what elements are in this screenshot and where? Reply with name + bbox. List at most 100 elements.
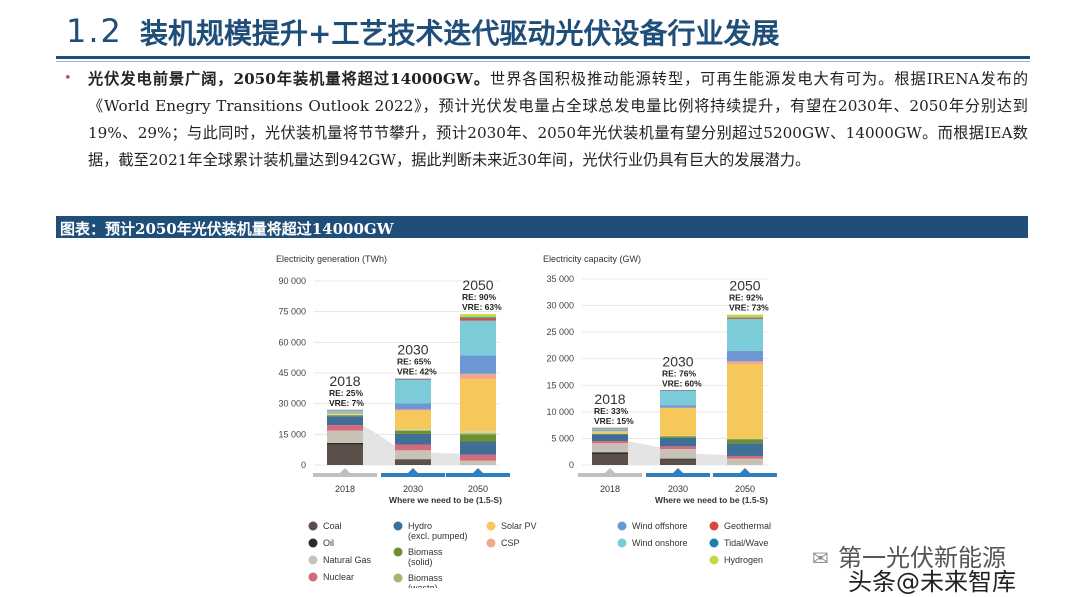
bar-segment — [727, 314, 763, 318]
chart-title: Electricity capacity (GW) — [543, 254, 641, 264]
y-tick-label: 75 000 — [278, 307, 306, 317]
bar-segment — [660, 405, 696, 408]
x-axis-label: Where we need to be (1.5-S) — [655, 495, 768, 505]
x-axis-label: Where we need to be (1.5-S) — [389, 495, 502, 505]
bar-segment — [727, 364, 763, 439]
bar-segment — [395, 403, 431, 410]
bar-segment — [460, 434, 496, 442]
bar-segment — [727, 318, 763, 351]
bar-segment — [327, 410, 363, 413]
bar-segment — [395, 379, 431, 404]
legend-swatch — [308, 538, 318, 548]
bar-segment — [327, 425, 363, 431]
bar-segment — [660, 458, 696, 460]
section-number: 1.2 — [66, 12, 123, 50]
y-tick-label: 45 000 — [278, 368, 306, 378]
legend-label: Hydro — [408, 521, 432, 531]
bar-segment — [727, 317, 763, 318]
bar-segment — [727, 439, 763, 444]
bar-segment — [327, 442, 363, 445]
bar-re-label: RE: 90% — [462, 292, 496, 302]
bar-segment — [395, 378, 431, 380]
body-paragraph: 光伏发电前景广阔，2050年装机量将超过14000GW。世界各国积极推动能源转型… — [88, 66, 1028, 174]
bar-segment — [460, 378, 496, 432]
bar-segment — [592, 430, 628, 432]
x-tick-label: 2050 — [468, 484, 488, 494]
legend-label: CSP — [501, 538, 520, 548]
legend-swatch — [393, 547, 403, 557]
y-tick-label: 0 — [301, 460, 306, 470]
bar-year-label: 2018 — [594, 391, 625, 407]
legend-swatch — [393, 521, 403, 531]
bar-vre-label: VRE: 63% — [462, 302, 502, 312]
bar-re-label: RE: 25% — [329, 388, 363, 398]
x-axis-band — [713, 473, 777, 477]
bar-segment — [660, 449, 696, 459]
paragraph-lead: 光伏发电前景广阔，2050年装机量将超过14000GW。 — [88, 70, 491, 88]
legend-swatch — [308, 572, 318, 582]
bar-segment — [395, 429, 431, 431]
bar-segment — [727, 438, 763, 439]
legend-label: Biomass — [408, 573, 443, 583]
legend-swatch — [308, 521, 318, 531]
chart-title: Electricity generation (TWh) — [276, 254, 387, 264]
figure-caption-bar: 图表：预计2050年光伏装机量将超过14000GW — [56, 216, 1028, 238]
bar-segment — [395, 410, 431, 430]
bar-segment — [395, 433, 431, 445]
legend-label: Hydrogen — [724, 555, 763, 565]
bar-segment — [395, 409, 431, 411]
bar-vre-label: VRE: 15% — [594, 416, 634, 426]
bar-segment — [592, 430, 628, 434]
x-axis-band — [646, 473, 710, 477]
bar-segment — [327, 414, 363, 416]
bar-segment — [660, 408, 696, 436]
bar-segment — [460, 314, 496, 318]
y-tick-label: 15 000 — [278, 429, 306, 439]
bar-segment — [592, 427, 628, 431]
legend-label: Wind onshore — [632, 538, 688, 548]
legend-label: Biomass — [408, 547, 443, 557]
bar-segment — [592, 454, 628, 465]
bar-segment — [660, 437, 696, 447]
x-tick-label: 2050 — [735, 484, 755, 494]
bar-segment — [327, 430, 363, 443]
wechat-icon: ✉ — [812, 546, 829, 570]
bar-segment — [460, 431, 496, 434]
legend-swatch — [308, 555, 318, 565]
bar-segment — [460, 317, 496, 319]
bar-year-label: 2050 — [729, 278, 760, 294]
bar-segment — [727, 458, 763, 465]
bar-segment — [460, 318, 496, 321]
legend-label: Natural Gas — [323, 555, 372, 565]
bar-year-label: 2030 — [397, 342, 428, 358]
legend-label: Nuclear — [323, 572, 354, 582]
bar-segment — [592, 433, 628, 434]
bar-segment — [592, 443, 628, 453]
legend-label: Solar PV — [501, 521, 537, 531]
bar-segment — [660, 436, 696, 437]
y-tick-label: 60 000 — [278, 337, 306, 347]
y-tick-label: 15 000 — [546, 380, 574, 390]
legend-swatch — [617, 538, 627, 548]
bar-segment — [395, 430, 431, 434]
section-title: 装机规模提升+工艺技术迭代驱动光伏设备行业发展 — [140, 17, 780, 50]
bar-vre-label: VRE: 73% — [729, 303, 769, 313]
paragraph-body: 世界各国积极推动能源转型，可再生能源发电大有可为。根据IRENA发布的《Worl… — [88, 70, 1029, 169]
bar-segment — [727, 350, 763, 362]
x-axis-marker — [605, 468, 615, 473]
bar-segment — [660, 435, 696, 437]
x-axis-marker — [740, 468, 750, 473]
y-tick-label: 25 000 — [546, 327, 574, 337]
bar-vre-label: VRE: 7% — [329, 398, 364, 408]
bar-segment — [660, 390, 696, 406]
x-tick-label: 2018 — [335, 484, 355, 494]
x-axis-band — [446, 473, 510, 477]
bar-segment — [592, 434, 628, 442]
header-rule — [56, 56, 1030, 59]
bar-segment — [727, 317, 763, 319]
legend-swatch — [709, 538, 719, 548]
legend-swatch — [709, 521, 719, 531]
legend-swatch — [393, 573, 403, 583]
bar-segment — [395, 444, 431, 451]
x-axis-marker — [408, 468, 418, 473]
